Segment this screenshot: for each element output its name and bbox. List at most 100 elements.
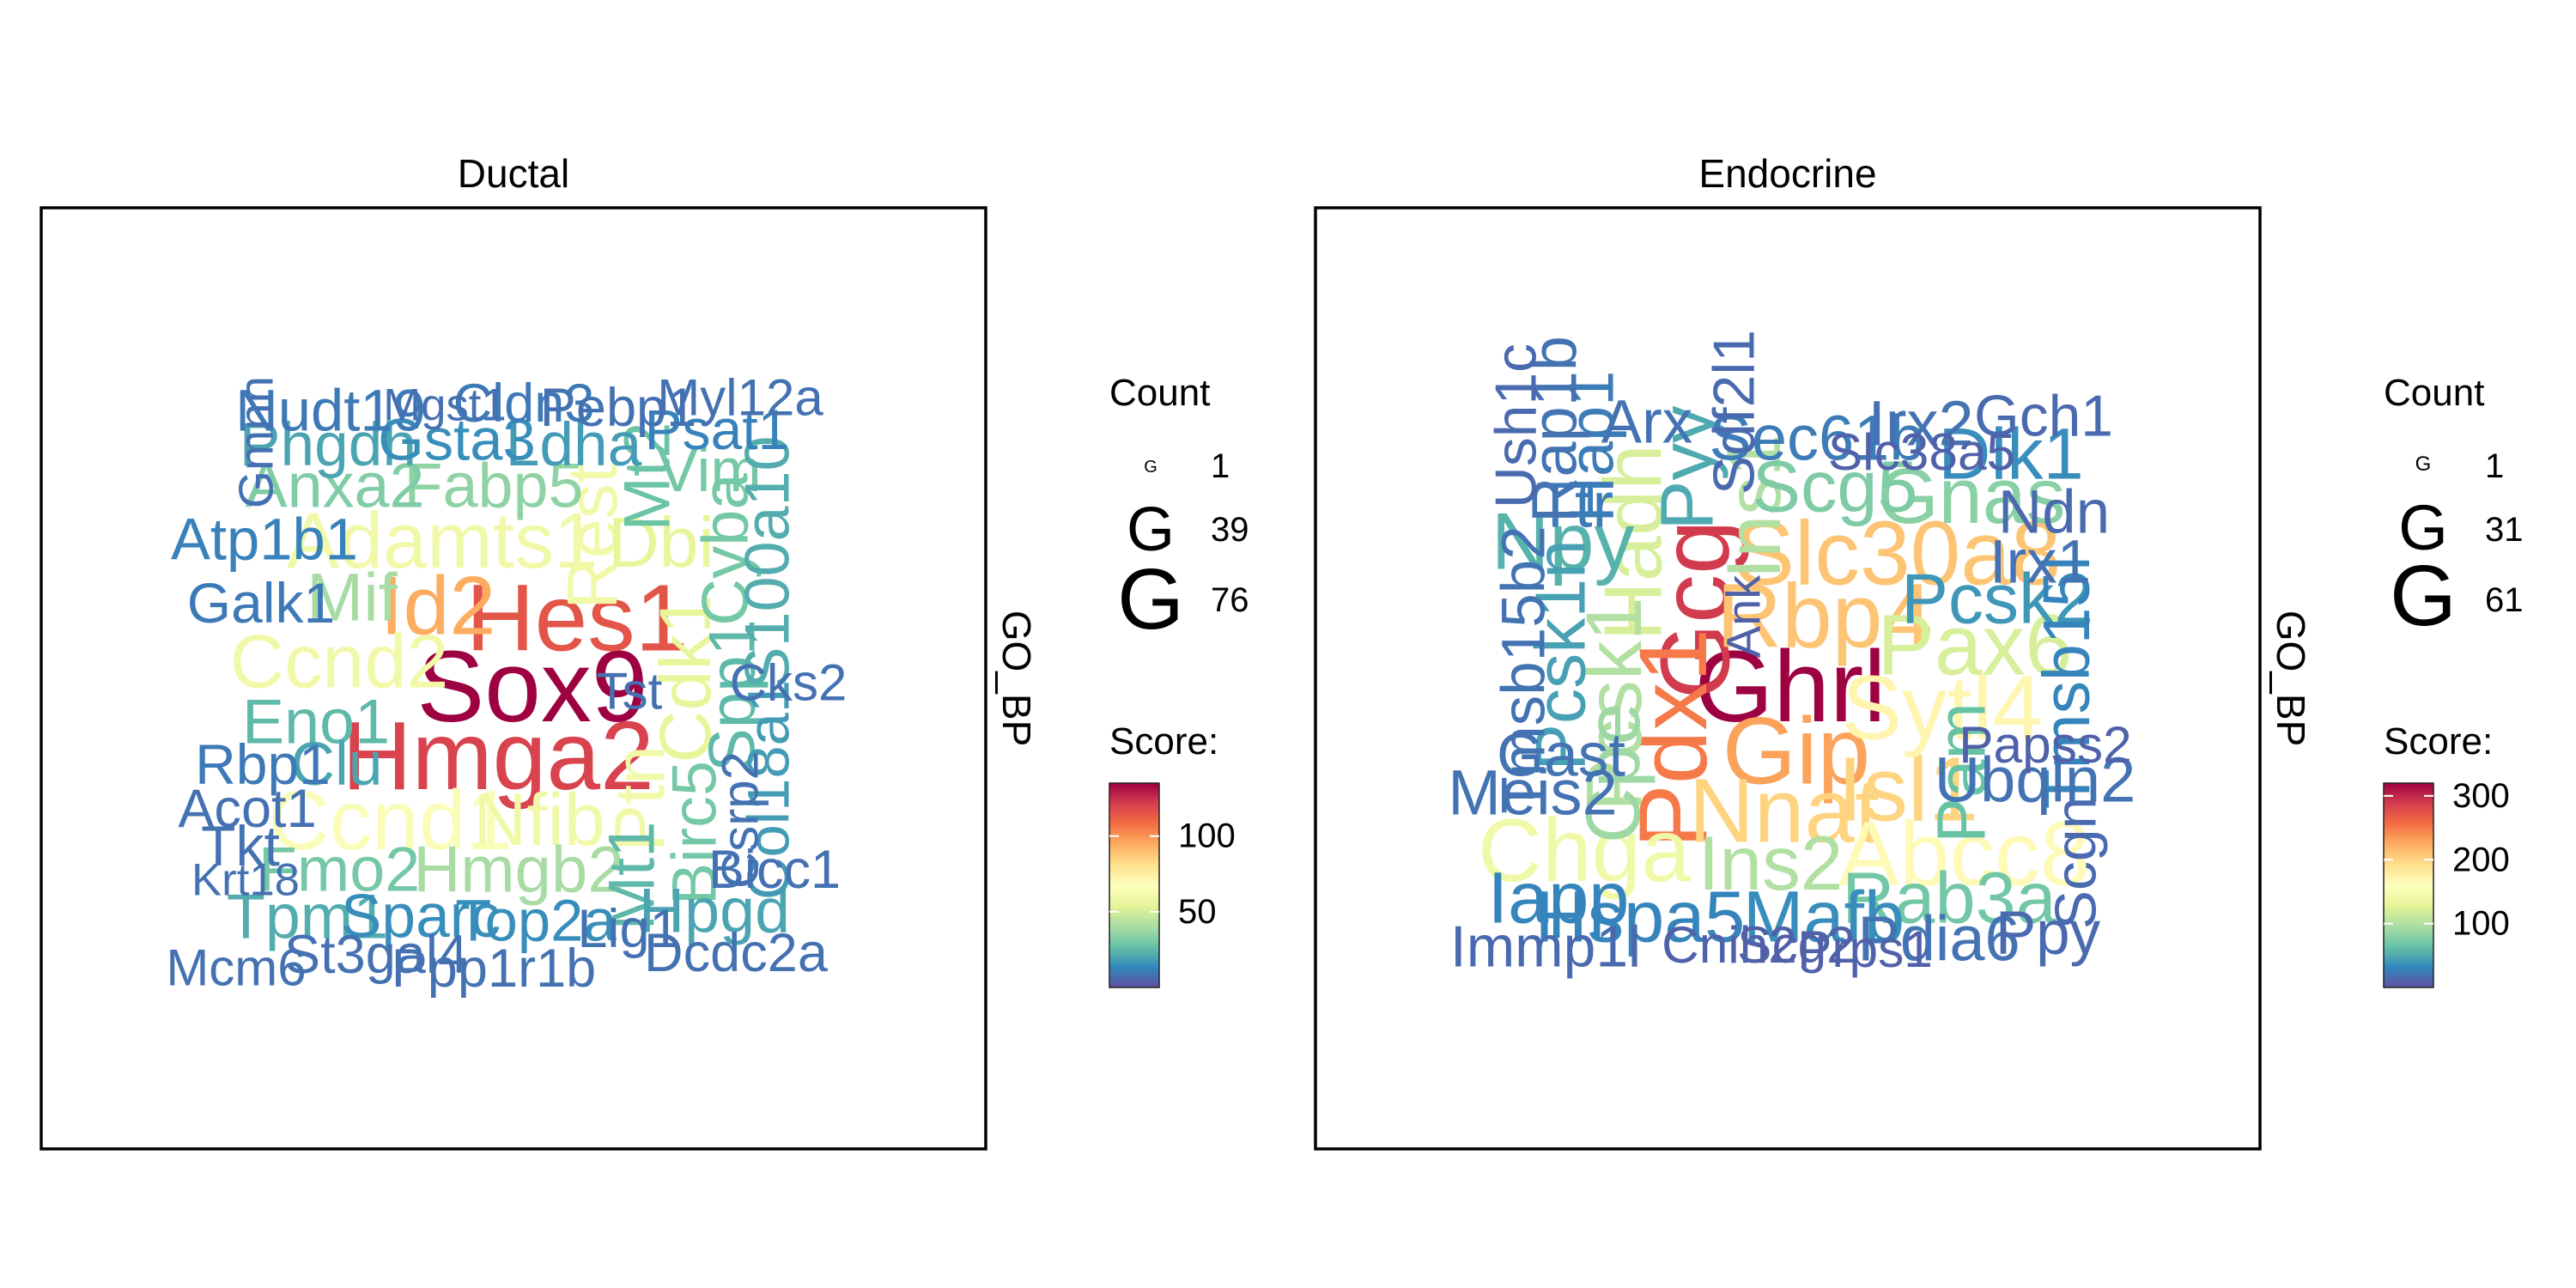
count-legend-key-1: G 1	[2415, 447, 2505, 485]
panel-frame-endocrine	[1314, 206, 2262, 1151]
word-pyy: Pyy	[1646, 405, 1729, 531]
word-prps1: Prps1	[1797, 920, 1933, 978]
count-legend-label: 31	[2485, 511, 2524, 549]
word-mt2: Mt2	[611, 422, 684, 532]
word-myl12a: Myl12a	[657, 369, 823, 427]
word-gch1: Gch1	[1974, 385, 2113, 449]
word-col18a1: Col18a1	[736, 680, 802, 900]
word-irx2: Irx2	[1868, 388, 1973, 459]
count-legend-glyph: G	[1127, 495, 1175, 564]
count-legend-label: 76	[1211, 581, 1249, 619]
word-ins2: Ins2	[1698, 820, 1844, 906]
word-dcdc2a: Dcdc2a	[644, 923, 829, 983]
word-phgdh: Phgdh	[240, 410, 416, 479]
word-ubqln2: Ubqln2	[1935, 744, 2136, 816]
word-mif: Mif	[307, 559, 398, 635]
word-fabp5: Fabp5	[404, 450, 584, 521]
word-ndn: Ndn	[1998, 479, 2110, 547]
score-colorbar-ticks: 100 200 300	[2384, 777, 2510, 943]
word-mcm6: Mcm6	[166, 939, 306, 997]
word-mafb: Mafb	[1743, 876, 1905, 957]
word-mgst1: Mgst1	[383, 380, 506, 431]
word-pax6: Pax6	[1877, 598, 2072, 694]
word-irx1: Irx1	[1990, 529, 2091, 597]
word-krt18: Krt18	[191, 855, 300, 906]
count-legend-title: Count	[2384, 372, 2484, 414]
legend-ductal: Count G 1 G 39 G 76 Score: 50 100	[1109, 372, 1249, 988]
strip-label-endocrine: GO_BP	[2269, 611, 2313, 747]
word-hmga2: Hmga2	[342, 702, 654, 810]
panel-title-ductal: Ductal	[458, 151, 569, 196]
word-top2a: Top2a	[455, 888, 617, 954]
word-spp1: Spp1	[696, 619, 769, 772]
word-hap1: Hap1	[1556, 371, 1627, 523]
word-cyba: Cyba	[690, 473, 762, 626]
word-npy: Npy	[1492, 496, 1635, 586]
strip-label-ductal: GO_BP	[994, 611, 1039, 747]
word-st3gal4: St3gal4	[284, 925, 468, 985]
word-abcc8: Abcc8	[1839, 805, 2091, 905]
word-ppp1r1b: Ppp1r1b	[392, 939, 597, 999]
word-acot1: Acot1	[178, 779, 316, 839]
word-hmgb2: Hmgb2	[413, 834, 623, 907]
word-mt1: Mt1	[596, 822, 669, 931]
count-legend-glyph: G	[1117, 551, 1184, 647]
word-hspa5: Hspa5	[1535, 876, 1746, 957]
count-legend-glyph: G	[2415, 453, 2432, 476]
word-ghrl: Ghrl	[1695, 630, 1886, 744]
word-tst: Tst	[597, 663, 663, 720]
word-pdia6: Pdia6	[1857, 903, 2020, 975]
word-hadh: Hadh	[1588, 444, 1680, 641]
word-eno1: Eno1	[242, 686, 390, 757]
word-tmsb15l: Tmsb15l	[2030, 556, 2104, 810]
word-gip: Gip	[1722, 699, 1870, 805]
word-pcsk1n: Pcsk1n	[1522, 539, 1601, 771]
word-ppy: Ppy	[1996, 900, 2101, 968]
word-ldha: Ldha	[506, 410, 642, 479]
word-gast: Gast	[1497, 722, 1625, 790]
count-legend-label: 1	[1211, 447, 1230, 485]
word-galk1: Galk1	[187, 571, 335, 635]
score-legend-title: Score:	[1109, 720, 1218, 762]
score-tick-label: 100	[2452, 905, 2510, 943]
word-adamts1: Adamts1	[287, 497, 598, 585]
word-ccnd2: Ccnd2	[230, 619, 449, 704]
word-ttr: Ttr	[1536, 470, 1613, 541]
word-nnat: Nnat	[1689, 762, 1880, 862]
word-cks2: Cks2	[730, 654, 848, 712]
score-legend-title: Score:	[2384, 720, 2493, 762]
word-clu: Clu	[291, 730, 383, 799]
score-colorbar-ticks: 50 100	[1109, 817, 1236, 931]
count-legend-key-1: G 1	[1144, 447, 1230, 485]
word-pebp1: Pebp1	[540, 378, 696, 438]
word-rest: Rest	[553, 464, 632, 610]
count-legend-glyph: G	[2398, 492, 2448, 563]
word-bicc1: Bicc1	[708, 840, 841, 900]
word-gmnn: Gmnn	[229, 376, 283, 508]
word-anxa2: Anxa2	[246, 450, 425, 521]
count-legend-key-2: G 39	[1127, 495, 1249, 564]
word-meis2: Meis2	[1448, 757, 1617, 829]
word-nfib: Nfib	[473, 779, 605, 861]
count-legend-title: Count	[1109, 372, 1210, 414]
word-rbp4: Rbp4	[1716, 567, 1933, 667]
score-tick-label: 50	[1178, 893, 1217, 931]
word-slc38a5: Slc38a5	[1828, 422, 2015, 481]
word-ccnd1: Ccnd1	[269, 773, 513, 867]
count-legend-label: 39	[1211, 511, 1249, 549]
word-gsta3: Gsta3	[378, 407, 536, 473]
word-ptn: Ptn	[600, 745, 679, 852]
word-sparc: Sparc	[341, 882, 501, 951]
word-fmo2: Fmo2	[258, 834, 420, 905]
word-cdk1: Cdk1	[645, 593, 726, 762]
word-slc30a8: Slc30a8	[1735, 504, 2062, 605]
word-sox9: Sox9	[417, 630, 648, 744]
word-papss2: Papss2	[1959, 715, 2131, 774]
word-chga: Chga	[1478, 800, 1691, 900]
word-psat1: Psat1	[645, 398, 790, 461]
word-gnas: Gnas	[1878, 453, 2066, 540]
word-rbp1: Rbp1	[195, 732, 331, 796]
